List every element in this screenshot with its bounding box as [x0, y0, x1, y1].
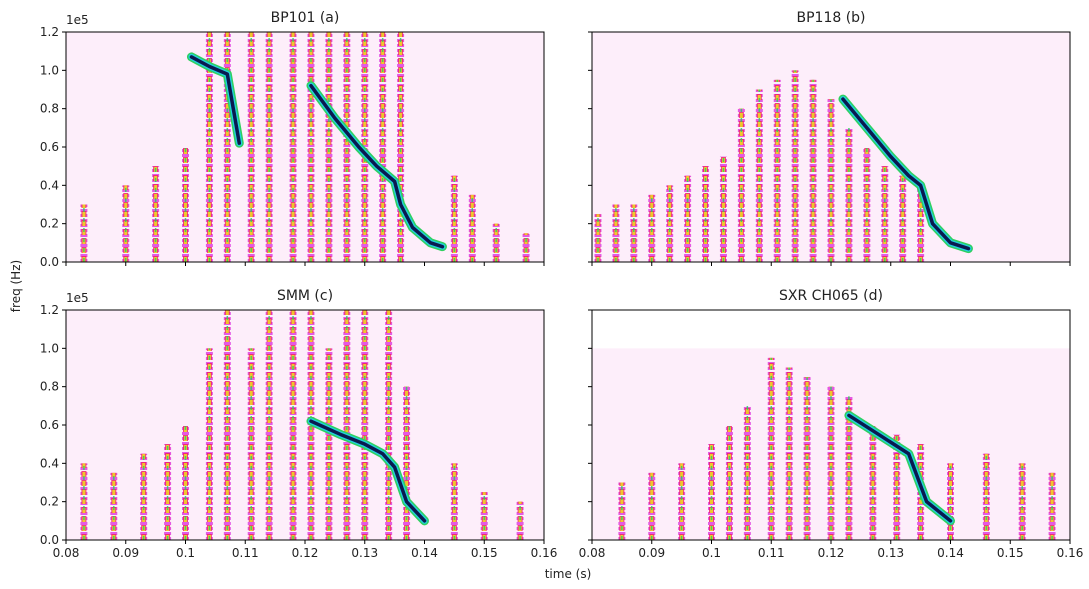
y-tick-label: 0.0 — [40, 255, 59, 269]
x-tick-label: 0.09 — [638, 546, 665, 560]
x-tick-label: 0.14 — [937, 546, 964, 560]
panel: 0.08 0.09 0.1 0.11 0.12 0.13 0.14 0.15 0.16 0.0 0.… — [40, 288, 557, 560]
trace — [309, 419, 427, 523]
x-tick-label: 0.08 — [579, 546, 606, 560]
y-tick-label: 1.2 — [40, 303, 59, 317]
panel: BP118 (b) — [588, 10, 1071, 266]
x-tick-label: 0.11 — [232, 546, 259, 560]
x-tick-label: 0.15 — [997, 546, 1024, 560]
panel-title: BP118 (b) — [796, 10, 865, 26]
y-offset-label: 1e5 — [66, 13, 89, 27]
y-axis-label: freq (Hz) — [9, 260, 23, 312]
trace — [189, 55, 242, 145]
y-tick-label: 0.4 — [40, 178, 59, 192]
y-tick-label: 0.2 — [40, 217, 59, 231]
trace — [841, 97, 971, 251]
y-tick-label: 0.6 — [40, 418, 59, 432]
x-tick-label: 0.16 — [531, 546, 558, 560]
y-tick-label: 0.8 — [40, 380, 59, 394]
y-tick-label: 1.0 — [40, 341, 59, 355]
panel: 0.0 0.2 0.4 0.6 0.8 1.0 1.2 1e5 BP101 (a) — [40, 10, 545, 269]
x-tick-label: 0.1 — [176, 546, 195, 560]
y-tick-label: 0.8 — [40, 102, 59, 116]
x-tick-label: 0.14 — [411, 546, 438, 560]
panel-title: SXR CH065 (d) — [779, 288, 883, 304]
x-tick-label: 0.13 — [351, 546, 378, 560]
y-tick-label: 1.2 — [40, 25, 59, 39]
y-offset-label: 1e5 — [66, 291, 89, 305]
trace — [309, 83, 445, 249]
trace — [847, 413, 953, 523]
y-tick-label: 1.0 — [40, 63, 59, 77]
x-tick-label: 0.12 — [818, 546, 845, 560]
panel-title: SMM (c) — [277, 288, 333, 304]
x-tick-label: 0.16 — [1057, 546, 1084, 560]
panel-title: BP101 (a) — [271, 10, 340, 26]
y-tick-label: 0.2 — [40, 495, 59, 509]
spectrogram-background — [66, 32, 544, 262]
y-tick-label: 0.6 — [40, 140, 59, 154]
panel: 0.08 0.09 0.1 0.11 0.12 0.13 0.14 0.15 0.16 SXR C… — [579, 288, 1084, 560]
x-tick-label: 0.1 — [702, 546, 721, 560]
y-tick-label: 0.4 — [40, 456, 59, 470]
x-tick-label: 0.11 — [758, 546, 785, 560]
x-tick-label: 0.09 — [112, 546, 139, 560]
spectrogram-background — [66, 310, 544, 540]
x-tick-label: 0.08 — [53, 546, 80, 560]
x-tick-label: 0.12 — [292, 546, 319, 560]
x-tick-label: 0.15 — [471, 546, 498, 560]
y-tick-label: 0.0 — [40, 533, 59, 547]
x-tick-label: 0.13 — [877, 546, 904, 560]
x-axis-label: time (s) — [545, 567, 592, 581]
